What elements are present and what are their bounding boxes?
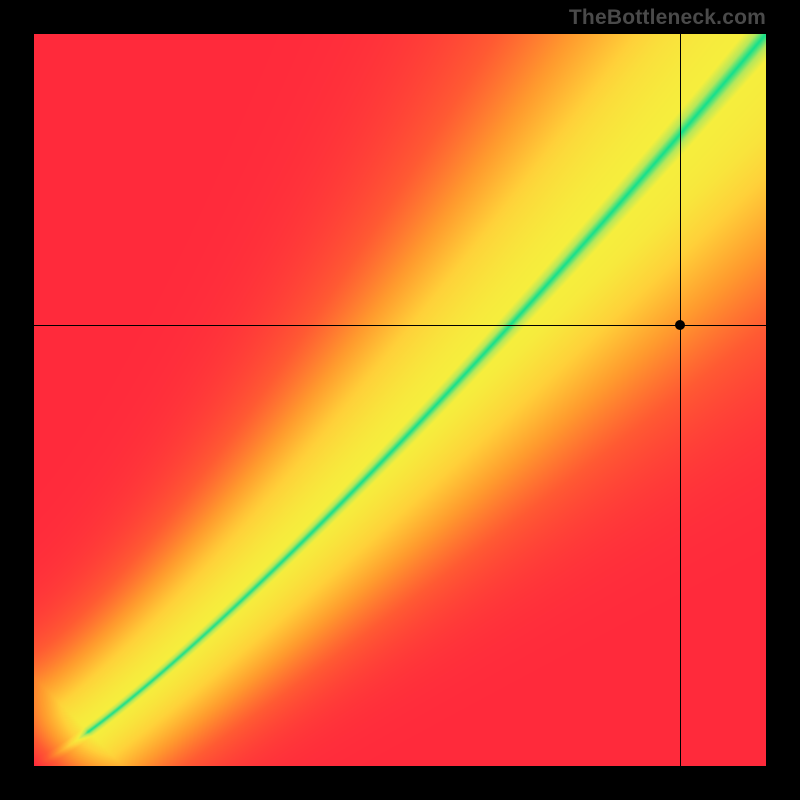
crosshair-vertical <box>680 34 681 766</box>
operating-point-marker <box>675 320 685 330</box>
watermark-text: TheBottleneck.com <box>569 6 766 30</box>
crosshair-horizontal <box>34 325 766 326</box>
heatmap-canvas <box>34 34 766 766</box>
heatmap-plot-area <box>34 34 766 766</box>
